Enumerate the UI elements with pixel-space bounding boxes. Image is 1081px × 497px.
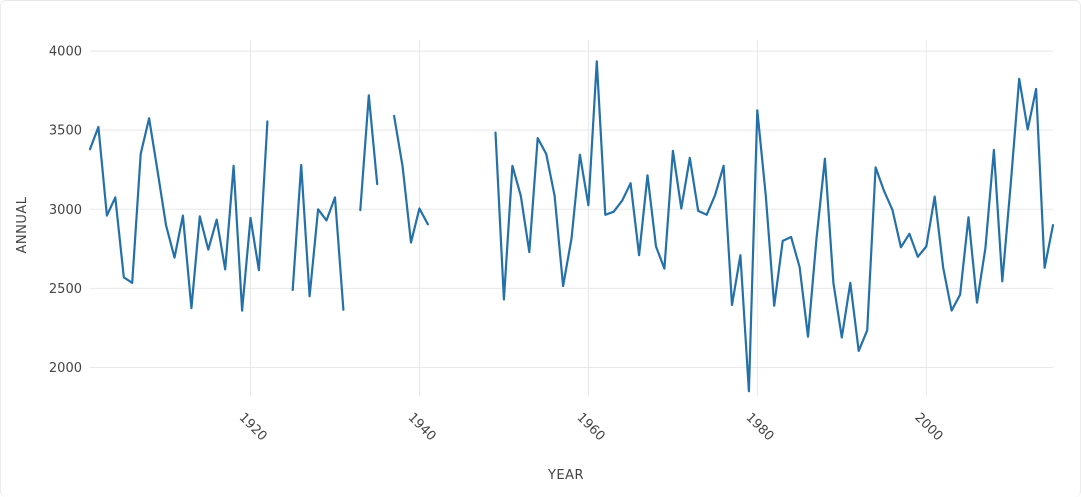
x-tick-labels: 1920 1940 1960 1980 2000 <box>236 410 946 444</box>
x-tick-label: 1940 <box>405 410 439 444</box>
y-tick-label: 3000 <box>49 203 82 218</box>
y-tick-labels: 2000 2500 3000 3500 4000 <box>49 45 82 376</box>
y-tick-label: 3500 <box>49 124 82 139</box>
series-line-segment <box>359 94 379 212</box>
x-axis-title: YEAR <box>547 468 584 483</box>
x-tick-label: 1920 <box>236 410 270 444</box>
x-tick-label: 1960 <box>574 410 608 444</box>
series-line-segment <box>291 163 345 311</box>
y-gridlines <box>90 50 1053 369</box>
y-tick-label: 2000 <box>49 361 82 376</box>
x-tick-label: 2000 <box>911 410 945 444</box>
series-layer <box>88 60 1055 393</box>
y-tick-label: 4000 <box>49 45 82 60</box>
x-gridlines <box>250 40 927 396</box>
x-tick-label: 1980 <box>743 410 777 444</box>
y-tick-label: 2500 <box>49 282 82 297</box>
series-line-segment <box>393 114 429 244</box>
y-axis-title: ANNUAL <box>15 196 30 253</box>
series-line-segment <box>88 117 269 312</box>
series-line-segment <box>494 60 1055 393</box>
